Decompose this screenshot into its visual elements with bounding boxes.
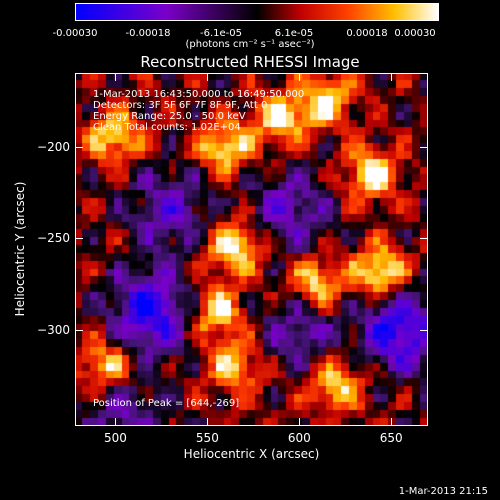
colorbar-tick-label: 0.00018 <box>346 28 388 39</box>
y-tick-mark <box>420 146 428 148</box>
colorbar <box>75 3 439 21</box>
x-tick-mark <box>391 73 393 81</box>
y-tick-mark <box>75 330 83 332</box>
y-axis-label: Heliocentric Y (arcsec) <box>13 181 27 317</box>
y-tick-mark <box>420 330 428 332</box>
x-tick-mark <box>299 418 301 426</box>
x-tick-mark <box>207 418 209 426</box>
colorbar-tick-label: -6.1e-05 <box>200 28 242 39</box>
y-tick-label: −200 <box>37 139 70 154</box>
colorbar-tick-label: -0.00030 <box>52 28 98 39</box>
y-tick-mark <box>75 146 83 148</box>
x-tick-mark <box>299 73 301 81</box>
colorbar-tick-label: 6.1e-05 <box>274 28 314 39</box>
info-time-range: 1-Mar-2013 16:43:50.000 to 16:49:50.000 <box>93 89 305 100</box>
x-tick-mark <box>207 73 209 81</box>
y-tick-label: −300 <box>37 323 70 338</box>
y-tick-mark <box>420 238 428 240</box>
chart-title: Reconstructed RHESSI Image <box>140 53 360 71</box>
x-tick-label: 600 <box>287 431 311 445</box>
colorbar-tick-label: -0.00018 <box>125 28 171 39</box>
info-total-counts: Clean Total counts: 1.02E+04 <box>93 122 241 133</box>
colorbar-tick-label: 0.00030 <box>394 28 436 39</box>
info-energy-range: Energy Range: 25.0 - 50.0 keV <box>93 111 246 122</box>
peak-position-text: Position of Peak = [644,-269] <box>93 398 240 409</box>
x-tick-mark <box>115 73 117 81</box>
y-tick-label: −250 <box>37 231 70 246</box>
x-tick-mark <box>391 418 393 426</box>
plot-datestamp: 1-Mar-2013 21:15 <box>398 486 488 497</box>
info-detectors: Detectors: 3F 5F 6F 7F 8F 9F, Att 0 <box>93 100 268 111</box>
x-tick-label: 500 <box>103 431 127 445</box>
heatmap-image <box>75 73 428 426</box>
x-tick-label: 550 <box>195 431 219 445</box>
colorbar-unit: (photons cm⁻² s⁻¹ asec⁻²) <box>185 39 315 50</box>
x-tick-mark <box>115 418 117 426</box>
y-tick-mark <box>75 238 83 240</box>
x-tick-label: 650 <box>379 431 403 445</box>
x-axis-label: Heliocentric X (arcsec) <box>183 447 320 461</box>
